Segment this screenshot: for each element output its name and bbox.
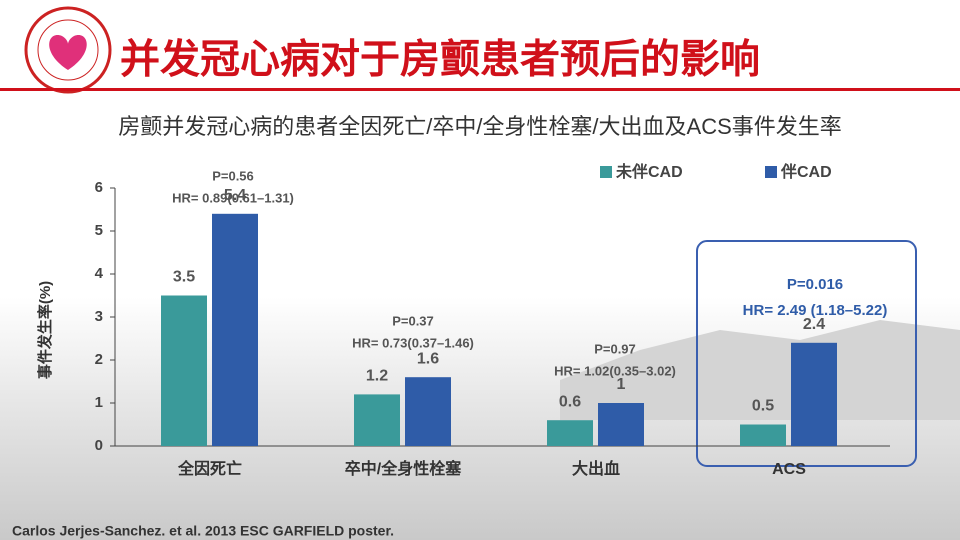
bar	[405, 377, 451, 446]
legend-label: 伴CAD	[780, 162, 832, 181]
x-tick-label: 卒中/全身性栓塞	[345, 459, 462, 478]
y-tick-label: 2	[95, 351, 103, 368]
y-tick-label: 1	[95, 394, 103, 411]
hazard-ratio: HR= 0.89(0.61–1.31)	[172, 190, 294, 205]
slide-title: 并发冠心病对于房颤患者预后的影响	[120, 38, 760, 82]
citation: Carlos Jerjes-Sanchez. et al. 2013 ESC G…	[12, 523, 394, 539]
subtitle: 房颤并发冠心病的患者全因死亡/卒中/全身性栓塞/大出血及ACS事件发生率	[118, 114, 842, 139]
scenery	[560, 320, 960, 420]
value-label: 2.4	[803, 316, 825, 333]
y-tick-label: 6	[95, 179, 103, 196]
bar	[212, 213, 258, 446]
x-tick-label: 大出血	[572, 459, 620, 478]
bar	[598, 403, 644, 446]
bar	[547, 420, 593, 446]
value-label: 0.5	[752, 398, 774, 415]
legend-swatch	[600, 166, 612, 178]
value-label: 1.2	[366, 368, 388, 385]
p-value: P=0.016	[787, 276, 843, 293]
p-value: P=0.97	[594, 341, 636, 356]
y-tick-label: 3	[95, 308, 103, 325]
legend-swatch	[765, 166, 777, 178]
highlight-box	[696, 240, 917, 467]
y-tick-label: 0	[95, 437, 103, 454]
logo	[24, 6, 112, 94]
value-label: 3.5	[173, 269, 195, 286]
bar	[740, 424, 786, 446]
hazard-ratio: HR= 0.73(0.37–1.46)	[352, 335, 474, 350]
y-axis-label: 事件发生率(%)	[36, 281, 54, 379]
y-tick-label: 4	[95, 265, 104, 282]
bar	[791, 342, 837, 446]
x-tick-label: 全因死亡	[177, 459, 242, 478]
value-label: 0.6	[559, 393, 581, 410]
value-label: 5.4	[224, 187, 246, 204]
bar	[161, 295, 207, 446]
legend-label: 未伴CAD	[615, 162, 683, 181]
bar	[354, 394, 400, 446]
p-value: P=0.37	[392, 313, 434, 328]
hazard-ratio: HR= 2.49 (1.18–5.22)	[743, 302, 888, 319]
title-rule	[0, 88, 960, 91]
p-value: P=0.56	[212, 168, 254, 183]
x-tick-label: ACS	[772, 461, 806, 478]
hazard-ratio: HR= 1.02(0.35–3.02)	[554, 363, 676, 378]
value-label: 1.6	[417, 350, 439, 367]
y-tick-label: 5	[95, 222, 103, 239]
value-label: 1	[617, 376, 626, 393]
